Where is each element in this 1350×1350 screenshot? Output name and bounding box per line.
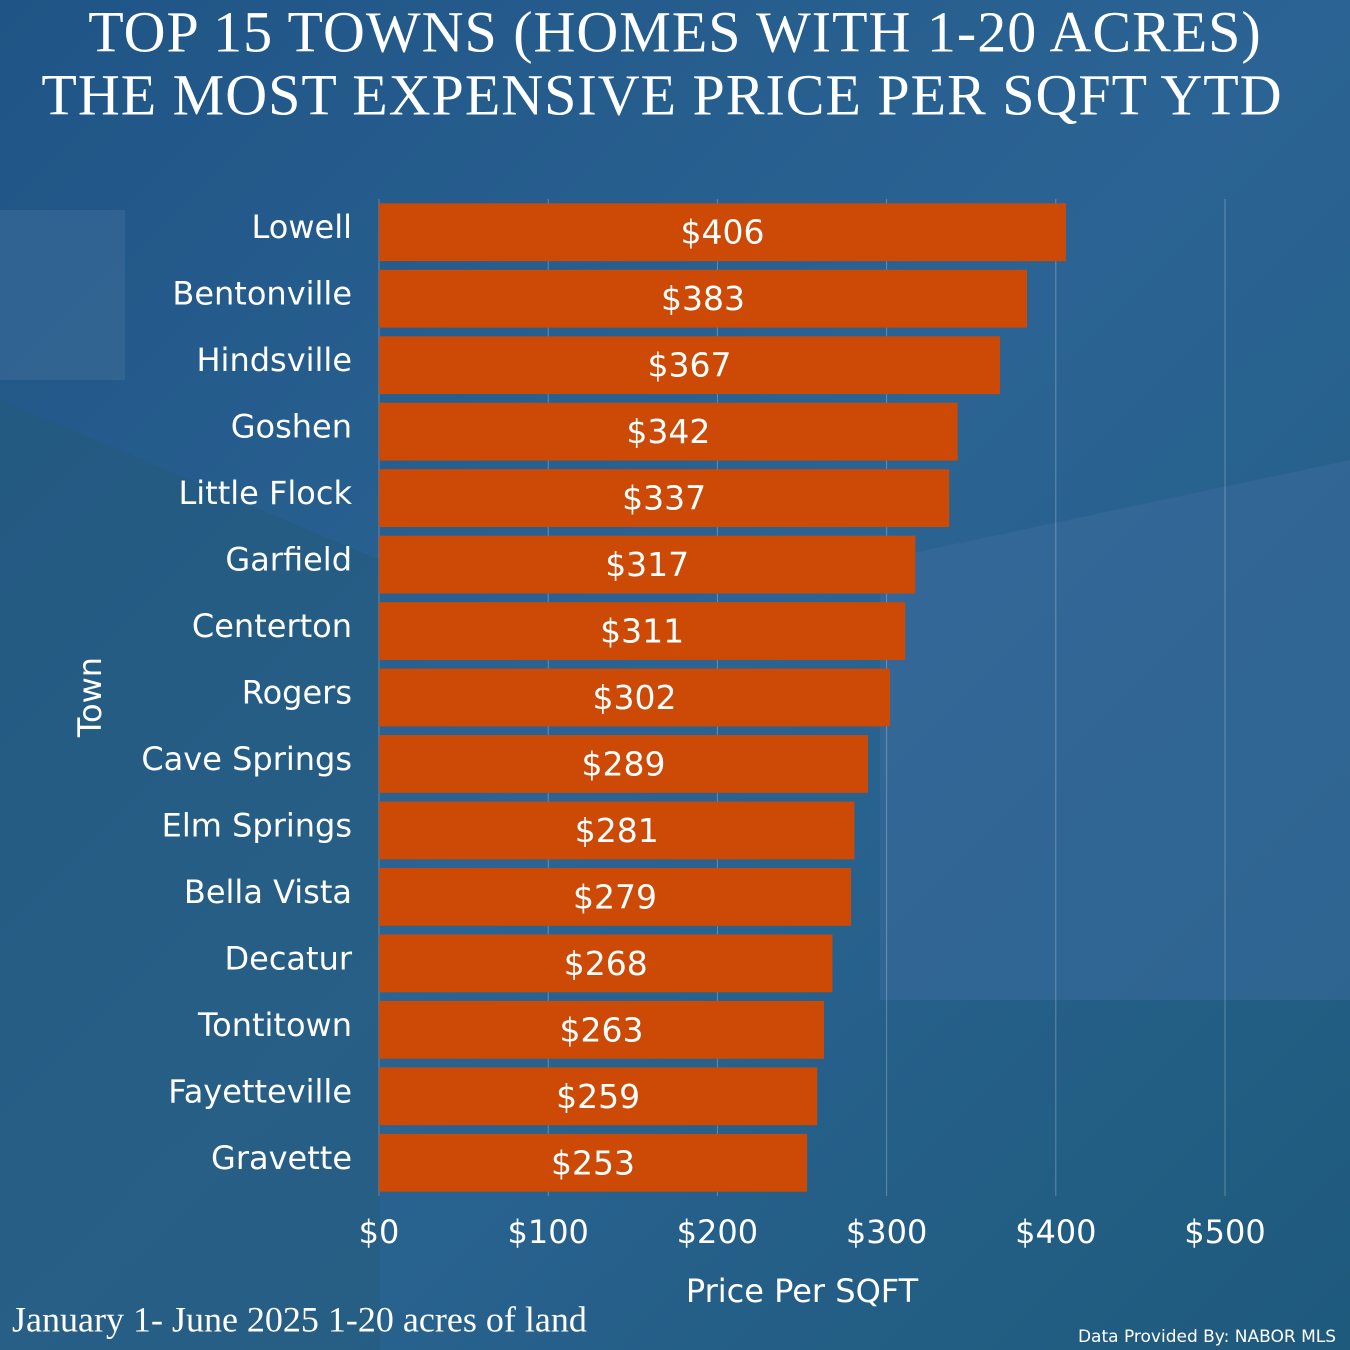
value-label: $337: [622, 479, 706, 518]
bar: [379, 934, 833, 993]
y-tick-label: Bentonville: [172, 275, 352, 313]
value-label: $281: [575, 811, 659, 850]
bar: [379, 602, 906, 660]
chart-title: TOP 15 TOWNS (HOMES WITH 1-20 ACRES): [88, 0, 1262, 64]
barn-shape: [0, 210, 125, 380]
x-tick-label: $300: [846, 1213, 927, 1251]
x-tick-label: $100: [507, 1213, 588, 1251]
value-label: $311: [600, 612, 684, 651]
hill-shape: [0, 400, 380, 1350]
bar: [379, 801, 855, 860]
bar: [379, 269, 1028, 328]
value-label: $302: [592, 678, 676, 717]
y-tick-label: Goshen: [231, 408, 352, 446]
value-label: $268: [564, 944, 648, 983]
chart-title: THE MOST EXPENSIVE PRICE PER SQFT YTD: [41, 62, 1282, 127]
x-tick-label: $500: [1184, 1213, 1265, 1251]
value-label: $279: [573, 877, 657, 916]
bar: [379, 1000, 824, 1059]
value-label: $259: [556, 1077, 640, 1116]
bar: [379, 336, 1000, 395]
x-tick-label: $0: [359, 1213, 400, 1251]
value-label: $342: [626, 412, 710, 451]
y-tick-label: Tontitown: [197, 1006, 352, 1044]
y-tick-label: Gravette: [211, 1139, 352, 1177]
footnote: January 1- June 2025 1-20 acres of land: [12, 1299, 587, 1339]
y-tick-label: Little Flock: [178, 474, 352, 512]
value-label: $317: [605, 545, 689, 584]
y-tick-label: Garfield: [225, 541, 352, 579]
bar: [379, 1133, 808, 1192]
value-label: $253: [551, 1143, 635, 1182]
bar: [379, 402, 958, 461]
bar: [379, 535, 916, 594]
y-tick-label: Lowell: [252, 208, 352, 246]
house-shape: [880, 460, 1350, 1000]
y-tick-label: Hindsville: [196, 341, 352, 379]
bar: [379, 203, 1066, 262]
bar: [379, 735, 868, 793]
bar: [379, 1067, 818, 1126]
y-tick-label: Centerton: [192, 607, 352, 645]
y-axis-label: Town: [71, 657, 109, 738]
y-tick-label: Cave Springs: [141, 740, 352, 778]
y-tick-label: Bella Vista: [184, 873, 352, 911]
value-label: $289: [582, 744, 666, 783]
y-tick-label: Rogers: [242, 674, 352, 712]
y-tick-label: Decatur: [224, 939, 352, 977]
y-tick-label: Elm Springs: [162, 806, 352, 844]
value-label: $406: [680, 213, 764, 252]
value-label: $383: [661, 279, 745, 318]
x-tick-label: $200: [677, 1213, 758, 1251]
source: Data Provided By: NABOR MLS: [1078, 1327, 1336, 1347]
y-tick-label: Fayetteville: [168, 1072, 352, 1110]
bar: [379, 867, 852, 926]
bar: [379, 668, 890, 727]
value-label: $263: [560, 1010, 644, 1049]
x-tick-label: $400: [1015, 1213, 1096, 1251]
value-label: $367: [647, 346, 731, 385]
x-axis-label: Price Per SQFT: [686, 1272, 919, 1310]
bar: [379, 469, 950, 528]
